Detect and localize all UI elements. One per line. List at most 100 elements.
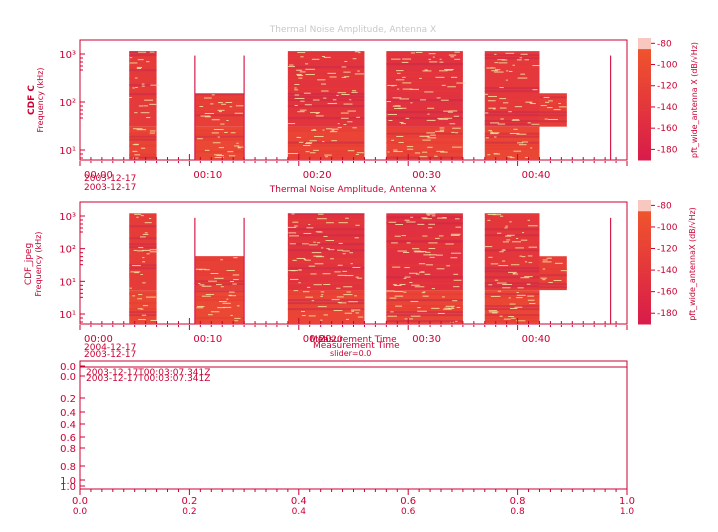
heat-speckle	[532, 89, 538, 91]
heat-speckle	[440, 99, 449, 101]
heat-speckle	[314, 136, 324, 138]
heat-speckle	[132, 157, 139, 159]
heat-speckle	[306, 227, 314, 229]
heat-stripe	[539, 93, 567, 96]
heat-speckle	[355, 312, 360, 314]
heat-stripe	[386, 132, 463, 135]
heat-stripe	[386, 81, 463, 84]
heat-stripe	[194, 317, 245, 320]
time-range-slider[interactable]	[79, 360, 628, 368]
heat-speckle	[130, 57, 133, 59]
heat-speckle	[344, 312, 352, 314]
colorbar-swatch	[638, 237, 651, 241]
heat-speckle	[347, 150, 355, 152]
heat-speckle	[354, 73, 364, 75]
heat-speckle	[512, 272, 516, 274]
bottom-y-ticks: 0.00.00.20.40.40.60.80.81.01.0	[60, 362, 85, 493]
heat-stripe	[484, 141, 540, 144]
heat-stripe	[129, 156, 157, 159]
heat-speckle	[212, 142, 221, 144]
bottom-x-tick-label: 0.2	[181, 496, 197, 507]
heat-speckle	[204, 149, 210, 151]
heat-speckle	[228, 155, 236, 157]
colorbar-swatch	[638, 126, 651, 130]
heat-stripe	[287, 156, 365, 159]
heat-speckle	[311, 300, 315, 302]
heat-speckle	[402, 251, 410, 253]
heat-speckle	[419, 99, 427, 101]
heat-speckle	[294, 89, 299, 91]
heat-speckle	[392, 284, 397, 286]
measurement-time-b: Measurement Time	[313, 341, 400, 351]
heat-speckle	[149, 130, 156, 132]
heat-speckle	[140, 147, 146, 149]
colorbar-swatch	[638, 53, 651, 57]
heat-speckle	[418, 263, 426, 265]
heat-speckle	[438, 235, 444, 237]
heat-speckle	[545, 101, 550, 103]
heat-speckle	[409, 281, 413, 283]
heat-speckle	[427, 214, 430, 216]
heat-speckle	[517, 142, 524, 144]
heat-speckle	[344, 275, 354, 277]
heat-stripe	[129, 78, 157, 81]
heat-speckle	[340, 117, 349, 119]
heat-stripe	[287, 273, 365, 276]
colorbar-swatch	[638, 302, 651, 306]
heat-speckle	[427, 146, 433, 148]
colorbar-swatch	[638, 249, 651, 254]
heat-speckle	[134, 213, 142, 215]
heat-speckle	[451, 252, 461, 254]
heat-stripe	[484, 249, 540, 252]
heat-speckle	[340, 112, 349, 114]
heat-speckle	[349, 252, 354, 254]
heat-stripe	[287, 290, 365, 293]
heat-speckle	[229, 281, 235, 283]
heat-stripe	[194, 259, 245, 262]
heat-speckle	[441, 296, 445, 298]
heat-speckle	[134, 143, 139, 145]
heat-speckle	[518, 144, 527, 146]
heat-stripe	[386, 243, 463, 246]
heat-stripe	[484, 99, 540, 102]
colorbar-swatch	[638, 89, 651, 94]
y-tick-label: 10²	[59, 245, 76, 256]
heat-speckle	[289, 64, 294, 66]
heat-speckle	[345, 217, 349, 219]
heat-stripe	[129, 96, 157, 99]
colorbar-tick-label: -80	[657, 201, 672, 211]
heat-speckle	[502, 260, 506, 262]
heat-speckle	[323, 56, 331, 58]
heat-speckle	[516, 291, 519, 293]
middle-spectrogram: 10³ 10² 10¹ 10¹ 00:00 00:10 00:20 00:30 00:40 2…	[24, 200, 697, 360]
heat-speckle	[423, 291, 426, 293]
heat-speckle	[296, 257, 306, 259]
mid-colorbar-label: pft_wide_antennaX (dB/√Hz)	[688, 207, 697, 321]
heat-speckle	[547, 119, 558, 121]
colorbar-swatch	[638, 86, 651, 91]
heat-speckle	[211, 311, 220, 313]
heat-speckle	[320, 295, 323, 297]
heat-speckle	[296, 73, 302, 75]
heat-stripe	[194, 114, 245, 117]
heat-speckle	[560, 270, 569, 272]
heat-speckle	[435, 130, 444, 132]
heat-speckle	[352, 266, 361, 268]
heat-stripe	[539, 120, 567, 123]
heat-speckle	[132, 87, 135, 89]
heat-speckle	[400, 123, 406, 125]
heat-speckle	[548, 282, 553, 284]
heat-speckle	[324, 154, 332, 156]
heat-speckle	[145, 296, 156, 298]
heat-speckle	[527, 219, 530, 221]
heat-speckle	[448, 54, 457, 56]
heat-speckle	[146, 61, 150, 63]
colorbar-swatch	[638, 268, 651, 272]
bottom-y-tick-label: 0.4	[60, 420, 76, 431]
heat-speckle	[343, 286, 353, 288]
heat-speckle	[198, 282, 201, 284]
heat-speckle	[439, 61, 444, 63]
bottom-x-tick-label-dup: 0.0	[73, 507, 88, 517]
heat-stripe	[484, 285, 540, 288]
heat-speckle	[445, 305, 455, 307]
